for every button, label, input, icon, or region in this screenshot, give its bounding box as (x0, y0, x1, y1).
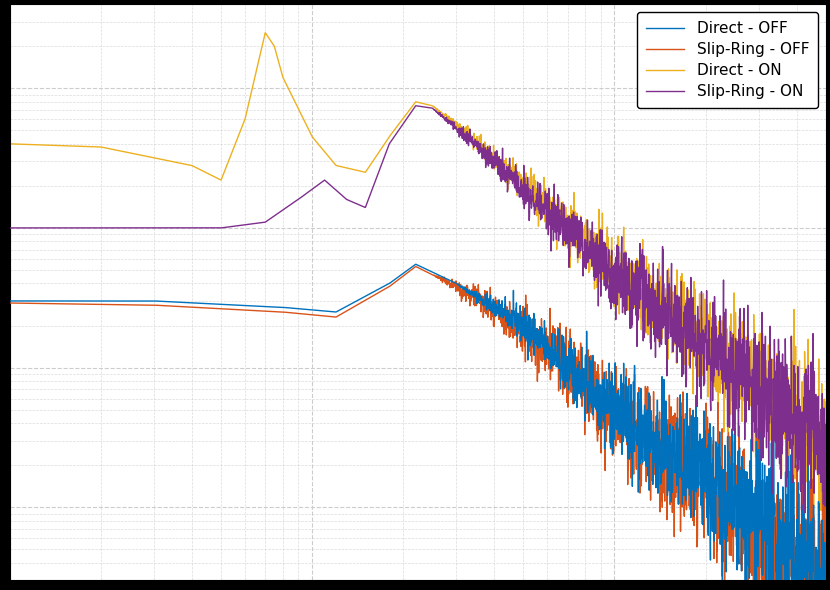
Slip-Ring - ON (717, 363, 727, 371)
Slip-Ring - OFF (5, 300, 15, 307)
Direct - OFF (353, 297, 363, 304)
Slip-Ring - ON (318, 178, 328, 185)
Slip-Ring - OFF (717, 425, 727, 432)
Direct - ON (354, 167, 364, 174)
Direct - OFF (318, 307, 328, 314)
Line: Slip-Ring - ON: Slip-Ring - ON (10, 106, 826, 513)
Slip-Ring - ON (146, 224, 156, 231)
Slip-Ring - OFF (411, 263, 421, 270)
Direct - OFF (98, 297, 108, 304)
Direct - ON (261, 29, 271, 36)
Direct - OFF (411, 261, 421, 268)
Slip-Ring - OFF (98, 301, 108, 308)
Direct - ON (821, 525, 830, 532)
Direct - OFF (146, 297, 156, 304)
Line: Slip-Ring - OFF: Slip-Ring - OFF (10, 267, 826, 590)
Slip-Ring - OFF (353, 301, 363, 308)
Line: Direct - OFF: Direct - OFF (10, 264, 826, 590)
Slip-Ring - ON (353, 201, 363, 208)
Slip-Ring - ON (805, 422, 815, 429)
Direct - ON (146, 153, 156, 160)
Direct - OFF (5, 297, 15, 304)
Direct - ON (5, 140, 15, 148)
Direct - OFF (717, 509, 727, 516)
Slip-Ring - OFF (821, 518, 830, 525)
Direct - ON (98, 144, 108, 151)
Direct - ON (805, 394, 815, 401)
Direct - ON (318, 146, 328, 153)
Direct - OFF (821, 558, 830, 565)
Direct - ON (717, 363, 727, 370)
Slip-Ring - OFF (318, 312, 328, 319)
Slip-Ring - OFF (146, 301, 156, 309)
Direct - OFF (805, 549, 815, 556)
Slip-Ring - ON (98, 224, 108, 231)
Slip-Ring - ON (411, 102, 421, 109)
Legend: Direct - OFF, Slip-Ring - OFF, Direct - ON, Slip-Ring - ON: Direct - OFF, Slip-Ring - OFF, Direct - … (637, 12, 818, 109)
Line: Direct - ON: Direct - ON (10, 32, 826, 529)
Slip-Ring - ON (821, 476, 830, 483)
Slip-Ring - ON (800, 509, 810, 516)
Slip-Ring - ON (5, 224, 15, 231)
